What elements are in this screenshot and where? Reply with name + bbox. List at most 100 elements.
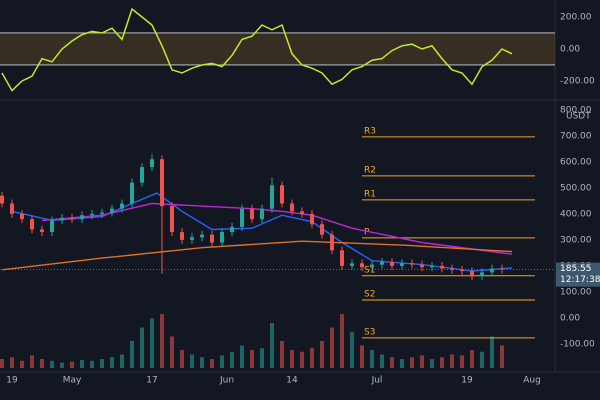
candle-body [250,208,254,220]
volume-bar [230,351,234,368]
volume-bar [410,357,414,368]
candle-body [300,211,304,214]
volume-bar [380,354,384,368]
candle-body [460,269,464,272]
volume-bar [20,360,24,368]
candle-body [230,226,234,233]
candle-body [20,213,24,220]
y-tick-label: 400.00 [560,209,592,219]
volume-bar [150,318,154,368]
volume-bar [140,327,144,368]
volume-bar [30,355,34,368]
candle-body [440,265,444,269]
volume-bar [10,357,14,368]
volume-bar [190,354,194,368]
volume-bar [80,359,84,368]
volume-bar [500,345,504,368]
candle-body [240,208,244,227]
candle-body [400,263,404,266]
last-price-box [556,262,600,287]
y-tick-label: 0.00 [560,313,580,323]
candle-body [10,203,14,214]
candle-body [160,159,164,207]
candle-body [170,206,174,233]
volume-bar [0,359,4,368]
volume-bar [390,357,394,368]
x-tick-label: 19 [461,376,473,386]
volume-bar [60,362,64,368]
candle-body [210,234,214,243]
volume-bar [340,314,344,368]
candle-body [370,264,374,268]
x-tick-label: Aug [523,376,541,386]
candle-body [70,217,74,220]
candle-body [320,224,324,235]
volume-bar [90,360,94,368]
pivot-label: S2 [364,289,375,299]
volume-bar [320,341,324,368]
volume-bar [450,354,454,368]
x-tick-label: 19 [6,376,18,386]
y-tick-label: 600.00 [560,157,592,167]
volume-bar [440,357,444,368]
volume-bar [220,355,224,368]
volume-bar [200,357,204,368]
volume-bar [460,355,464,368]
candle-body [90,213,94,216]
volume-bar [360,345,364,368]
candle-body [180,232,184,240]
candle-body [270,185,274,209]
candle-body [30,219,34,230]
candle-body [100,212,104,214]
candle-body [420,264,424,268]
volume-bar [430,359,434,368]
volume-bar [130,341,134,368]
x-tick-label: 17 [146,376,157,386]
currency-label: USDT [566,112,591,122]
volume-bar [180,350,184,368]
candle-body [280,185,284,204]
candle-body [110,208,114,213]
candle-body [480,272,484,277]
volume-bar [330,327,334,368]
volume-bar [350,332,354,368]
cci-band [0,32,555,65]
y-tick-label: 300.00 [560,235,592,245]
volume-bar [210,359,214,368]
y-tick-label: 100.00 [560,287,592,297]
candle-body [190,237,194,240]
countdown-label: 12:17:38 [560,275,600,285]
cci-tick-label: 0.00 [560,44,580,54]
volume-bar [50,360,54,368]
candle-body [430,265,434,268]
candle-body [490,268,494,273]
volume-bar [310,348,314,368]
candle-body [290,203,294,212]
candle-body [200,234,204,238]
candle-body [50,220,54,233]
candle-body [450,268,454,270]
candle-body [410,263,414,265]
candle-body [360,263,364,268]
cci-line [1,7,513,92]
moving-average [41,202,513,255]
candle-body [390,262,394,266]
volume-bar [470,350,474,368]
last-price-label: 185.55 [560,264,592,274]
candle-body [40,229,44,233]
candle-body [120,203,124,209]
y-tick-label: 800.00 [560,105,592,115]
moving-average [1,240,513,271]
candle-body [500,268,504,270]
volume-bar [120,354,124,368]
pivot-label: S1 [364,265,375,275]
pivot-label: R2 [364,165,376,175]
volume-bar [40,359,44,368]
x-tick-label: Jul [371,376,383,386]
volume-bar [160,314,164,368]
candle-body [130,182,134,204]
x-tick-label: May [63,376,82,386]
candle-body [350,263,354,266]
pivot-label: R1 [364,189,376,199]
